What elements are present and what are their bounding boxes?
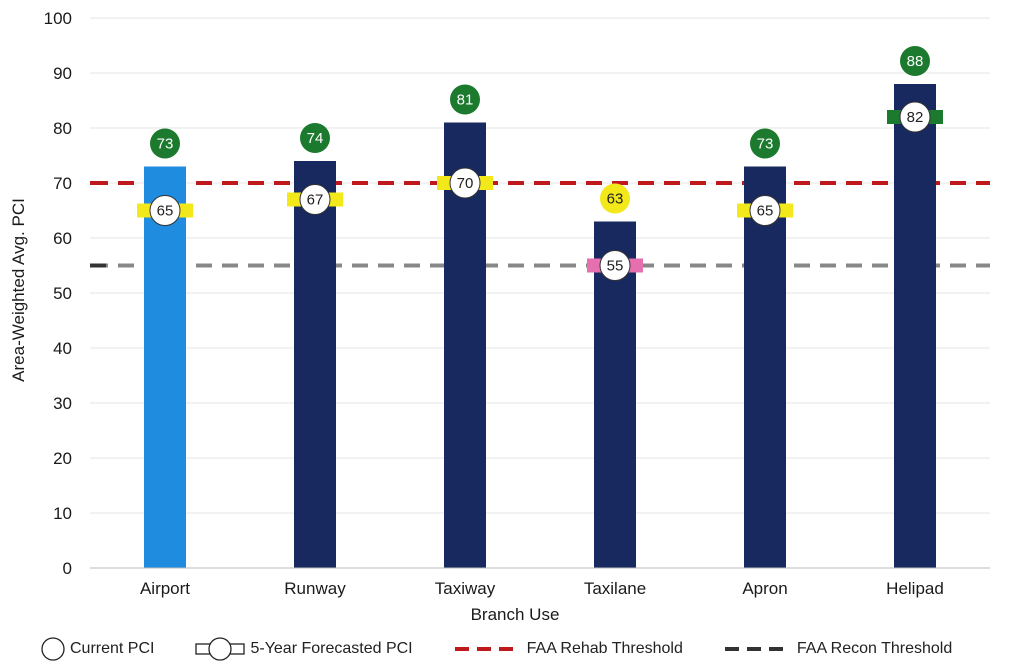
- forecast-pci-circle: [899, 101, 931, 133]
- legend-recon-threshold: FAA Recon Threshold: [723, 636, 952, 662]
- forecast-pci-label: 70: [457, 175, 474, 192]
- threshold-lines: [90, 181, 990, 268]
- legend: Current PCI 5-Year Forecasted PCI FAA Re…: [40, 636, 1010, 662]
- x-tick-label: Helipad: [886, 579, 944, 598]
- current-pci-circle: [450, 84, 480, 115]
- x-axis-categories: Airport Runway Taxiway Taxilane Apron Helipad: [140, 579, 944, 598]
- y-tick-label: 40: [53, 339, 72, 358]
- legend-rehab-threshold: FAA Rehab Threshold: [453, 636, 683, 662]
- bar-airport: [144, 166, 186, 568]
- bar-helipad: [894, 84, 936, 568]
- forecast-pci-label: 65: [157, 203, 174, 220]
- y-tick-label: 90: [53, 64, 72, 83]
- forecast-pci-circle: [749, 195, 781, 226]
- y-axis-title: Area-Weighted Avg. PCI: [9, 198, 28, 382]
- forecast-pci-label: 82: [907, 109, 924, 126]
- forecast-pci-circle: [449, 167, 481, 199]
- y-tick-label: 30: [53, 394, 72, 413]
- current-pci-label: 73: [757, 136, 774, 153]
- forecast-pci-circle: [299, 184, 331, 215]
- current-pci-label: 81: [457, 92, 474, 109]
- forecast-pci-label: 55: [607, 258, 624, 275]
- y-tick-label: 0: [63, 559, 72, 578]
- current-pci-circle: [150, 128, 180, 159]
- y-tick-label: 50: [53, 284, 72, 303]
- current-pci-label: 63: [607, 191, 624, 208]
- bar-runway: [294, 161, 336, 568]
- gridlines: [90, 17, 990, 514]
- x-tick-label: Airport: [140, 579, 190, 598]
- forecast-pci-label: 65: [757, 203, 774, 220]
- current-pci-label: 73: [157, 136, 174, 153]
- y-tick-label: 10: [53, 504, 72, 523]
- bar-apron: [744, 166, 786, 568]
- bars: [144, 84, 936, 568]
- x-axis-title: Branch Use: [471, 605, 560, 624]
- current-pci-circle: [900, 46, 930, 76]
- x-tick-label: Taxilane: [584, 579, 646, 598]
- forecast-pci-label: 67: [307, 192, 324, 209]
- x-tick-label: Taxiway: [435, 579, 496, 598]
- legend-label: FAA Rehab Threshold: [526, 640, 683, 657]
- current-pci-circle-icon: [41, 637, 65, 661]
- forecast-pci-marker-icon: [195, 637, 246, 661]
- legend-forecast-pci: 5-Year Forecasted PCI: [194, 636, 413, 662]
- y-tick-label: 60: [53, 229, 72, 248]
- legend-label: 5-Year Forecasted PCI: [250, 640, 413, 657]
- forecast-pci-circle: [149, 195, 181, 226]
- y-tick-label: 100: [44, 9, 72, 28]
- current-pci-label: 74: [307, 130, 324, 147]
- recon-dash-icon: [724, 647, 785, 651]
- x-tick-label: Runway: [284, 579, 346, 598]
- y-tick-label: 70: [53, 174, 72, 193]
- current-pci-circle: [750, 128, 780, 159]
- rehab-dash-icon: [454, 647, 515, 651]
- legend-label: Current PCI: [70, 640, 155, 657]
- x-tick-label: Apron: [742, 579, 787, 598]
- current-pci-circle: [600, 183, 630, 214]
- markers: 73 74 81 63 73 88 65 67 70 55 65 82: [137, 46, 943, 281]
- y-tick-label: 20: [53, 449, 72, 468]
- y-tick-label: 80: [53, 119, 72, 138]
- y-axis-ticks: 0 10 20 30 40 50 60 70 80 90 100: [44, 9, 72, 578]
- legend-label: FAA Recon Threshold: [796, 640, 953, 657]
- forecast-pci-circle: [599, 250, 631, 281]
- current-pci-label: 88: [907, 53, 924, 70]
- current-pci-circle: [300, 123, 330, 153]
- legend-current-pci: Current PCI: [40, 636, 154, 662]
